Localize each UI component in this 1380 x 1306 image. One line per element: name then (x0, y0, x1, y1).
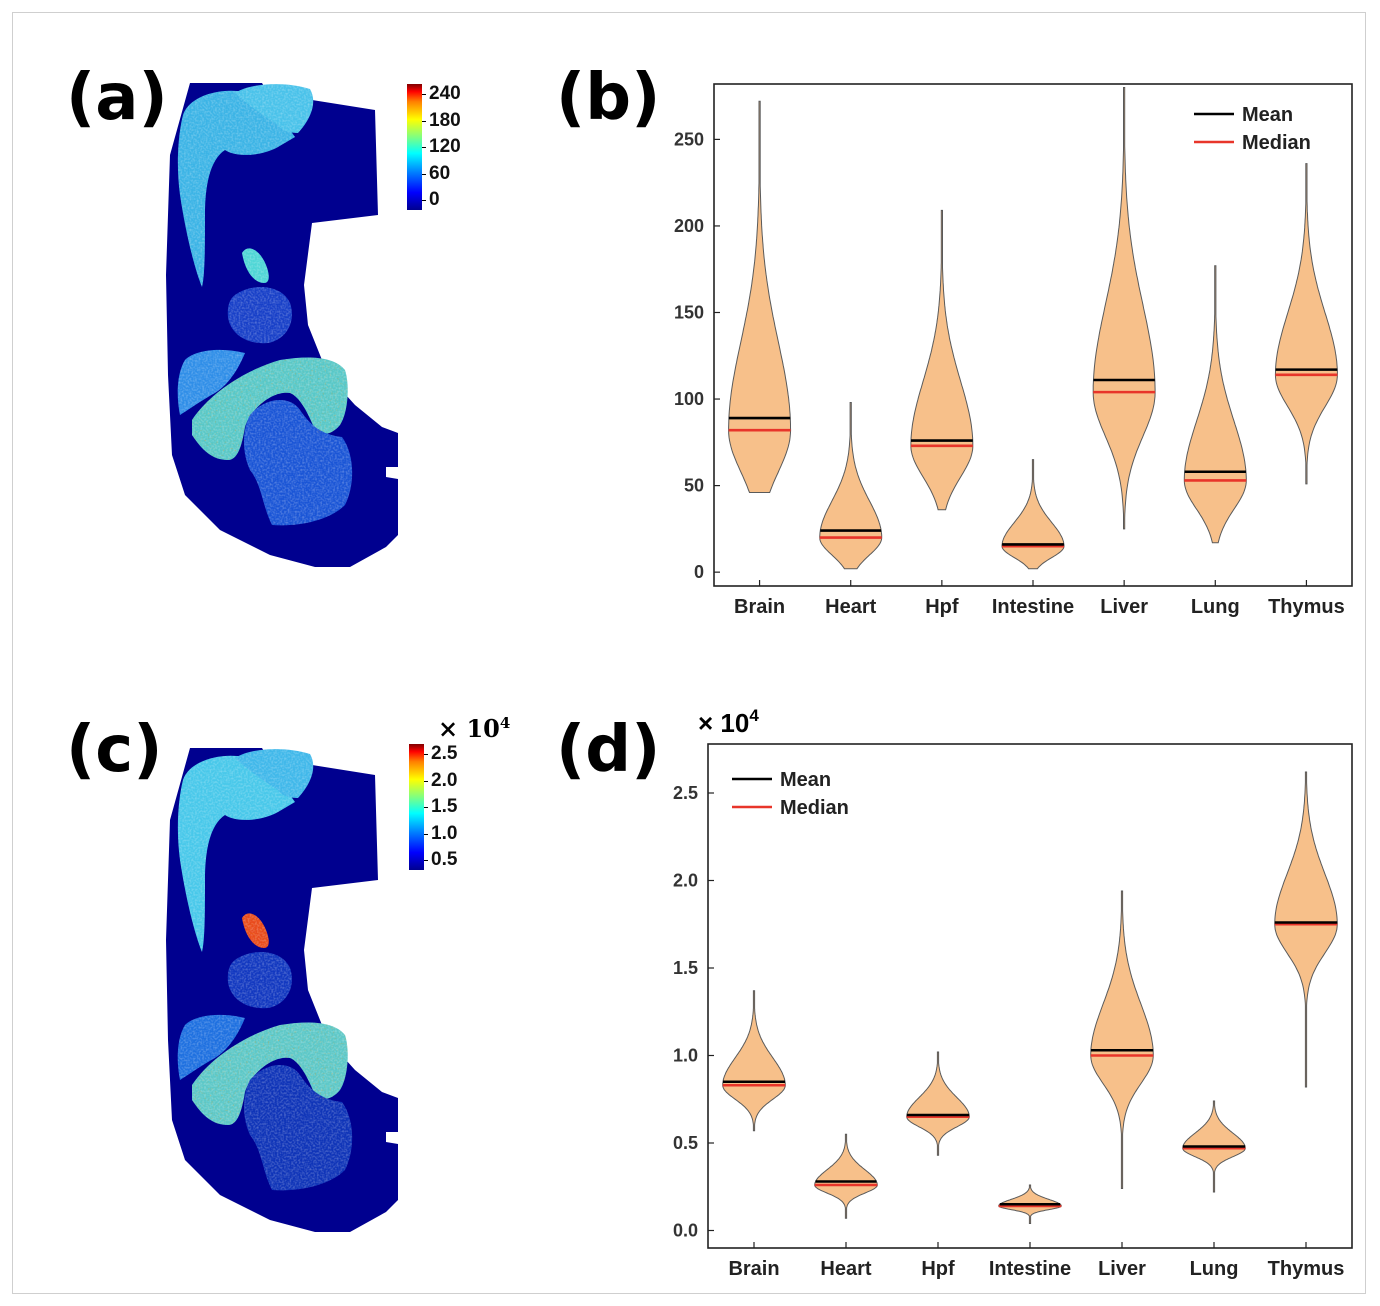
brain-region-speckle (177, 90, 295, 287)
y-tick-label: 250 (674, 129, 704, 149)
colorbar-tick-mark (422, 94, 426, 95)
y-tick-label: 100 (674, 389, 704, 409)
x-tick-label: Heart (820, 1258, 871, 1280)
violin-hpf (906, 1051, 970, 1156)
panel-label-b: (b) (556, 61, 661, 135)
lung-region-speckle (227, 952, 292, 1009)
violin-liver (1092, 87, 1156, 530)
y-tick-label: 1.0 (673, 1046, 698, 1066)
x-tick-label: Liver (1098, 1258, 1146, 1280)
colorbar-tick-mark (422, 200, 426, 201)
colorbar-tick-label: 0.5 (431, 849, 458, 870)
violin-thymus (1274, 163, 1338, 485)
violin-chart-d: 0.0 0.5 1.0 1.5 2.0 2.5 Brain Heart Hpf Intestine… (673, 706, 1353, 1280)
colorbar-tick-mark (422, 147, 426, 148)
y-tick-label: 2.5 (673, 783, 698, 803)
thymus-region-speckle (244, 1064, 353, 1191)
violin-lung (1183, 265, 1247, 544)
colorbar-tick-mark (424, 860, 428, 861)
panel-label-c: (c) (66, 713, 163, 787)
y-tick-label: 50 (684, 476, 704, 496)
colorbar-tick-label: 60 (429, 162, 451, 184)
y-tick-label: 1.5 (673, 958, 698, 978)
heart-region-speckle (242, 248, 269, 283)
x-tick-label: Thymus (1268, 1258, 1345, 1280)
violin-intestine (1001, 459, 1065, 570)
x-tick-label: Hpf (925, 596, 959, 618)
y-tick-label: 0 (694, 562, 704, 582)
violin-thymus (1274, 771, 1338, 1088)
legend-label-mean: Mean (1242, 104, 1293, 126)
thymus-region-speckle (244, 399, 353, 526)
hpf-region-speckle (235, 749, 314, 798)
colorbar-tick-label: 240 (429, 83, 461, 104)
colorbar-tick-mark (424, 754, 428, 755)
colorbar-tick-mark (424, 807, 428, 808)
colorbar-tick-mark (422, 173, 426, 175)
tissue-map-c (166, 748, 398, 1232)
colorbar-tick-label: 1.0 (431, 822, 458, 844)
violin-brain (722, 990, 786, 1132)
colorbar-tick-mark (424, 780, 428, 782)
y-scale-label: × 104 (698, 706, 759, 738)
liver-hot-speckle (192, 1022, 348, 1125)
violin-brain (728, 100, 792, 493)
heart-hot-speckle (242, 913, 269, 948)
panel-label-a: (a) (66, 61, 168, 135)
colorbar-c-scale: × 104 (438, 714, 511, 743)
y-tick-label: 0.0 (673, 1221, 698, 1241)
lung-region-speckle (227, 287, 292, 344)
liver-hot-speckle (192, 357, 348, 460)
violin-hpf (910, 209, 974, 511)
legend-label-median: Median (1242, 132, 1311, 154)
violin-liver (1090, 890, 1154, 1189)
y-tick-label: 200 (674, 216, 704, 236)
violin-heart (814, 1133, 878, 1219)
colorbar-tick-mark (422, 120, 426, 122)
x-tick-label: Hpf (921, 1258, 955, 1280)
intestine-region-speckle (177, 349, 245, 415)
x-tick-label: Brain (734, 596, 785, 618)
y-tick-label: 2.0 (673, 871, 698, 891)
y-tick-label: 150 (674, 302, 704, 322)
intestine-region-speckle (177, 1014, 245, 1080)
x-tick-label: Lung (1190, 1258, 1239, 1280)
x-tick-label: Lung (1191, 596, 1240, 618)
legend-label-mean: Mean (780, 769, 831, 791)
x-tick-label: Thymus (1268, 596, 1345, 618)
plot-frame (707, 743, 1353, 1249)
y-tick-label: 0.5 (673, 1133, 698, 1153)
violin-chart-b: 0 50 100 150 200 250 Brain Heart Hpf Intestine Liv… (674, 83, 1353, 618)
brain-region-speckle (177, 755, 295, 952)
legend-label-median: Median (780, 797, 849, 819)
panel-label-d: (d) (556, 713, 661, 787)
colorbar-tick-label: 0 (429, 189, 440, 210)
colorbar-tick-label: 180 (429, 109, 461, 131)
colorbar-tick-label: 120 (429, 136, 461, 157)
x-tick-label: Brain (728, 1258, 779, 1280)
x-tick-label: Heart (825, 596, 876, 618)
colorbar-a (407, 84, 422, 210)
tissue-map-a (166, 83, 398, 567)
colorbar-c (409, 744, 424, 870)
colorbar-tick-label: 1.5 (431, 796, 458, 817)
x-tick-label: Intestine (992, 596, 1074, 618)
colorbar-tick-mark (424, 833, 428, 835)
x-tick-label: Intestine (989, 1258, 1071, 1280)
x-tick-label: Liver (1100, 596, 1148, 618)
violin-heart (819, 402, 883, 570)
hpf-region-speckle (235, 84, 314, 133)
colorbar-tick-label: 2.0 (431, 769, 458, 791)
colorbar-tick-label: 2.5 (431, 743, 458, 764)
